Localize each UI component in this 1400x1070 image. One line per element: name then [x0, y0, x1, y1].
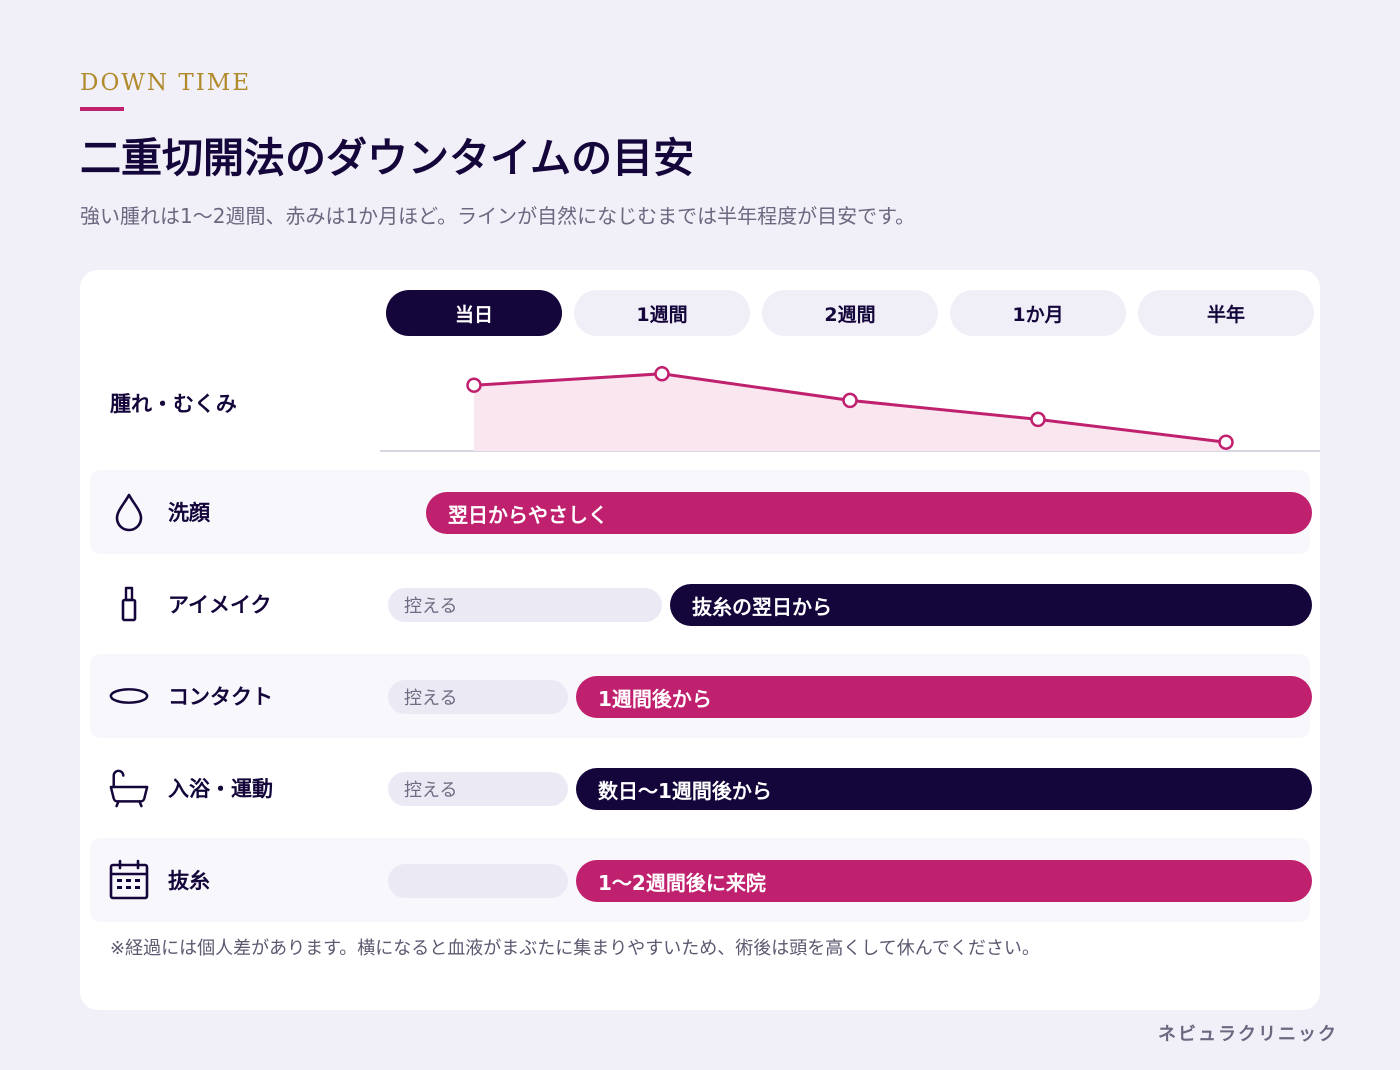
period-pill-1week: 1週間 — [574, 290, 750, 336]
mascara-icon — [108, 583, 150, 625]
period-pill-2weeks: 2週間 — [762, 290, 938, 336]
bar-eye-makeup: 抜糸の翌日から — [670, 584, 1312, 626]
calendar-icon — [108, 859, 150, 901]
swelling-point-3 — [1030, 411, 1046, 428]
avoid-eye-makeup: 控える — [388, 588, 662, 622]
swelling-point-2 — [842, 392, 858, 409]
clinic-name: ネビュラクリニック — [1158, 1024, 1338, 1045]
row-label-bath-exercise: 入浴・運動 — [168, 777, 273, 801]
contact-lens-icon — [108, 675, 150, 717]
row-label-suture-removal: 抜糸 — [168, 869, 210, 893]
bar-suture-removal: 1〜2週間後に来院 — [576, 860, 1312, 902]
row-suture-removal: 抜糸 1〜2週間後に来院 — [90, 838, 1312, 922]
row-face-wash: 洗顔 翌日からやさしく — [90, 470, 1312, 554]
bar-face-wash: 翌日からやさしく — [426, 492, 1312, 534]
row-contact-lens: コンタクト 控える 1週間後から — [90, 654, 1312, 738]
bar-contact-lens: 1週間後から — [576, 676, 1312, 718]
avoid-contact-lens: 控える — [388, 680, 568, 714]
row-label-eye-makeup: アイメイク — [168, 593, 272, 617]
footnote: ※経過には個人差があります。横になると血液がまぶたに集まりやすいため、術後は頭を… — [110, 938, 1040, 959]
period-pill-6months: 半年 — [1138, 290, 1314, 336]
downtime-card: 当日 1週間 2週間 1か月 半年 腫れ・むくみ 洗顔 翌日からやさしく アイメ… — [80, 270, 1320, 1010]
eyebrow-underline — [80, 107, 124, 111]
water-drop-icon — [108, 491, 150, 533]
bathtub-icon — [108, 767, 150, 809]
bar-bath-exercise: 数日〜1週間後から — [576, 768, 1312, 810]
period-pill-day0: 当日 — [386, 290, 562, 336]
swelling-point-1 — [654, 366, 670, 382]
row-eye-makeup: アイメイク 控える 抜糸の翌日から — [90, 562, 1312, 646]
eyebrow-label: DOWN TIME — [80, 70, 252, 96]
avoid-suture-removal — [388, 864, 568, 898]
swelling-point-4 — [1218, 434, 1234, 450]
avoid-bath-exercise: 控える — [388, 772, 568, 806]
swelling-label: 腫れ・むくみ — [110, 392, 237, 416]
row-label-face-wash: 洗顔 — [168, 501, 210, 525]
swelling-chart — [380, 366, 1320, 452]
swelling-point-0 — [466, 377, 482, 393]
page-subtitle: 強い腫れは1〜2週間、赤みは1か月ほど。ラインが自然になじむまでは半年程度が目安… — [80, 204, 916, 228]
swelling-area — [474, 373, 1226, 451]
period-pill-1month: 1か月 — [950, 290, 1126, 336]
page-title: 二重切開法のダウンタイムの目安 — [80, 134, 695, 182]
row-bath-exercise: 入浴・運動 控える 数日〜1週間後から — [90, 746, 1312, 830]
row-label-contact-lens: コンタクト — [168, 685, 273, 709]
